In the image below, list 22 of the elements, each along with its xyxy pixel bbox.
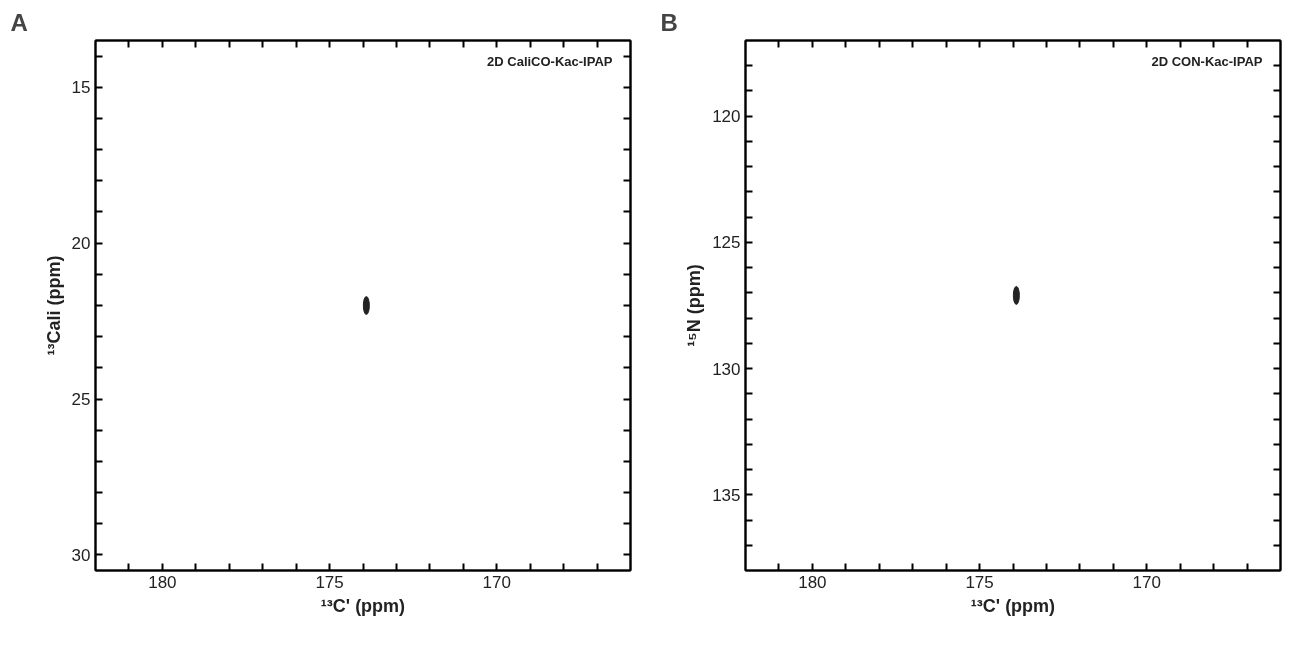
y-tick-label: 20 xyxy=(71,234,91,254)
y-tick-label: 120 xyxy=(712,107,741,127)
y-tick-label: 15 xyxy=(71,78,91,98)
x-tick-label: 175 xyxy=(315,572,344,592)
y-tick-label: 125 xyxy=(712,233,741,253)
x-tick-label: 180 xyxy=(148,572,177,592)
chart-title: A xyxy=(10,8,28,36)
y-axis-title: ¹⁵N (ppm) xyxy=(684,264,705,347)
y-tick-label: 130 xyxy=(712,359,741,379)
annotation: 2D CON-Kac-IPAP xyxy=(1151,53,1263,69)
y-tick-label: 135 xyxy=(712,485,741,505)
y-tick-label: 30 xyxy=(71,545,91,565)
x-tick-label: 170 xyxy=(1132,572,1161,592)
x-tick-label: 175 xyxy=(965,572,994,592)
y-tick-label: 25 xyxy=(71,390,91,410)
annotation: 2D CaliCO-Kac-IPAP xyxy=(487,53,613,69)
y-axis-title: ¹³Cali (ppm) xyxy=(43,255,64,356)
chart-title: B xyxy=(660,8,678,36)
x-tick-label: 180 xyxy=(798,572,827,592)
x-axis-title: ¹³C' (ppm) xyxy=(970,595,1056,616)
x-tick-label: 170 xyxy=(482,572,511,592)
x-axis-title: ¹³C' (ppm) xyxy=(320,595,406,616)
